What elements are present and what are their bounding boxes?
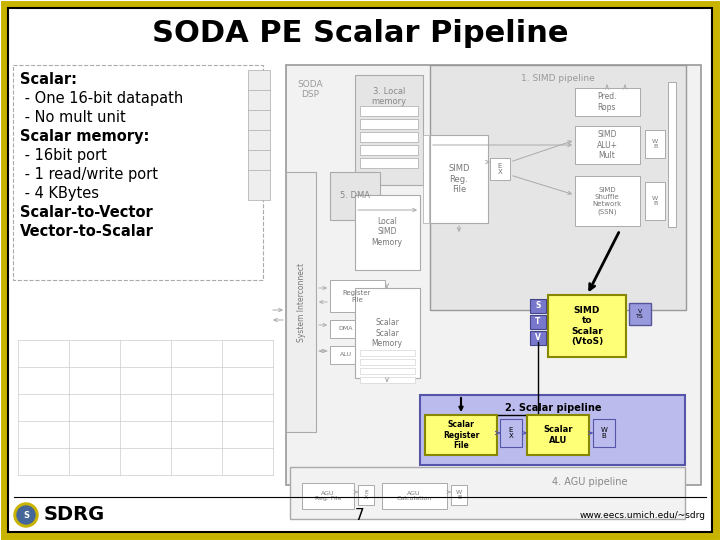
FancyBboxPatch shape	[530, 331, 546, 345]
FancyBboxPatch shape	[527, 415, 589, 455]
FancyBboxPatch shape	[382, 483, 447, 509]
Text: - 1 read/write port: - 1 read/write port	[20, 167, 158, 182]
Text: Scalar
Register
File: Scalar Register File	[443, 420, 480, 450]
FancyBboxPatch shape	[668, 82, 676, 227]
Circle shape	[17, 506, 35, 524]
Text: 4. AGU pipeline: 4. AGU pipeline	[552, 477, 628, 487]
FancyBboxPatch shape	[290, 467, 685, 519]
Text: - 4 KBytes: - 4 KBytes	[20, 186, 99, 201]
Text: ALU: ALU	[340, 353, 352, 357]
FancyBboxPatch shape	[360, 350, 415, 356]
FancyBboxPatch shape	[330, 280, 385, 312]
Circle shape	[14, 503, 38, 527]
FancyBboxPatch shape	[360, 132, 418, 142]
Text: 7: 7	[355, 509, 365, 523]
Text: SIMD
to
Scalar
(VtoS): SIMD to Scalar (VtoS)	[571, 306, 603, 346]
Text: AGU
Reg. File: AGU Reg. File	[315, 491, 341, 502]
Text: - One 16-bit datapath: - One 16-bit datapath	[20, 91, 184, 106]
Text: SIMD
Reg.
File: SIMD Reg. File	[449, 164, 469, 194]
FancyBboxPatch shape	[420, 395, 685, 465]
FancyBboxPatch shape	[530, 315, 546, 329]
FancyBboxPatch shape	[360, 119, 418, 129]
FancyBboxPatch shape	[593, 419, 615, 447]
Text: SIMD
ALU+
Mult: SIMD ALU+ Mult	[596, 130, 618, 160]
Text: www.eecs.umich.edu/~sdrg: www.eecs.umich.edu/~sdrg	[580, 511, 706, 521]
FancyBboxPatch shape	[360, 368, 415, 374]
FancyBboxPatch shape	[355, 75, 423, 185]
FancyBboxPatch shape	[575, 176, 640, 226]
Text: W
B: W B	[456, 490, 462, 501]
Text: V
TS: V TS	[636, 308, 644, 319]
FancyBboxPatch shape	[548, 295, 626, 357]
FancyBboxPatch shape	[360, 158, 418, 168]
FancyBboxPatch shape	[425, 415, 497, 455]
FancyBboxPatch shape	[430, 65, 686, 310]
Text: SODA PE Scalar Pipeline: SODA PE Scalar Pipeline	[152, 19, 568, 49]
FancyBboxPatch shape	[355, 195, 420, 270]
Text: 1. SIMD pipeline: 1. SIMD pipeline	[521, 74, 595, 83]
FancyBboxPatch shape	[360, 377, 415, 383]
Text: AGU
Calculation: AGU Calculation	[397, 491, 431, 502]
Text: Scalar
Scalar
Memory: Scalar Scalar Memory	[372, 318, 402, 348]
Text: Register
File: Register File	[343, 289, 372, 302]
FancyBboxPatch shape	[355, 288, 420, 378]
Text: SDRG: SDRG	[44, 505, 105, 524]
FancyBboxPatch shape	[358, 485, 374, 505]
FancyBboxPatch shape	[360, 145, 418, 155]
FancyBboxPatch shape	[430, 135, 488, 223]
Text: T: T	[535, 318, 541, 327]
FancyBboxPatch shape	[286, 65, 701, 485]
FancyBboxPatch shape	[629, 303, 651, 325]
FancyBboxPatch shape	[330, 346, 362, 364]
Text: 2. Scalar pipeline: 2. Scalar pipeline	[505, 403, 601, 413]
FancyBboxPatch shape	[360, 359, 415, 365]
Text: Scalar-to-Vector: Scalar-to-Vector	[20, 205, 153, 220]
Text: W
B: W B	[600, 427, 608, 440]
FancyBboxPatch shape	[451, 485, 467, 505]
Text: E
X: E X	[498, 163, 503, 176]
FancyBboxPatch shape	[575, 126, 640, 164]
Text: - 16bit port: - 16bit port	[20, 148, 107, 163]
Text: Local
SIMD
Memory: Local SIMD Memory	[372, 217, 402, 247]
FancyBboxPatch shape	[530, 299, 546, 313]
FancyBboxPatch shape	[423, 135, 429, 223]
Text: Scalar:: Scalar:	[20, 72, 77, 87]
Text: System Interconnect: System Interconnect	[297, 262, 305, 342]
FancyBboxPatch shape	[645, 130, 665, 158]
Text: Scalar memory:: Scalar memory:	[20, 129, 149, 144]
Text: V: V	[535, 334, 541, 342]
Text: DMA: DMA	[338, 327, 354, 332]
Text: S: S	[535, 301, 541, 310]
FancyBboxPatch shape	[575, 88, 640, 116]
Text: Pred.
Rops: Pred. Rops	[598, 92, 617, 112]
Text: SIMD
Shuffle
Network
(SSN): SIMD Shuffle Network (SSN)	[593, 187, 621, 215]
FancyBboxPatch shape	[500, 419, 522, 447]
Text: E
X: E X	[508, 427, 513, 440]
FancyBboxPatch shape	[286, 172, 316, 432]
Text: SODA
DSP: SODA DSP	[297, 80, 323, 99]
Text: W
B: W B	[652, 139, 658, 150]
FancyBboxPatch shape	[302, 483, 354, 509]
FancyBboxPatch shape	[490, 158, 510, 180]
Text: - No mult unit: - No mult unit	[20, 110, 126, 125]
FancyBboxPatch shape	[330, 320, 362, 338]
Text: S: S	[23, 510, 29, 519]
Text: Scalar
ALU: Scalar ALU	[544, 426, 572, 445]
FancyBboxPatch shape	[4, 4, 716, 536]
Text: 3. Local
memory: 3. Local memory	[372, 87, 407, 106]
FancyBboxPatch shape	[360, 106, 418, 116]
Text: W
B: W B	[652, 195, 658, 206]
FancyBboxPatch shape	[248, 70, 270, 200]
Text: 5. DMA: 5. DMA	[340, 192, 370, 200]
FancyBboxPatch shape	[330, 172, 380, 220]
Text: Vector-to-Scalar: Vector-to-Scalar	[20, 224, 154, 239]
Text: E
X: E X	[364, 490, 368, 501]
FancyBboxPatch shape	[8, 8, 712, 532]
FancyBboxPatch shape	[645, 182, 665, 220]
